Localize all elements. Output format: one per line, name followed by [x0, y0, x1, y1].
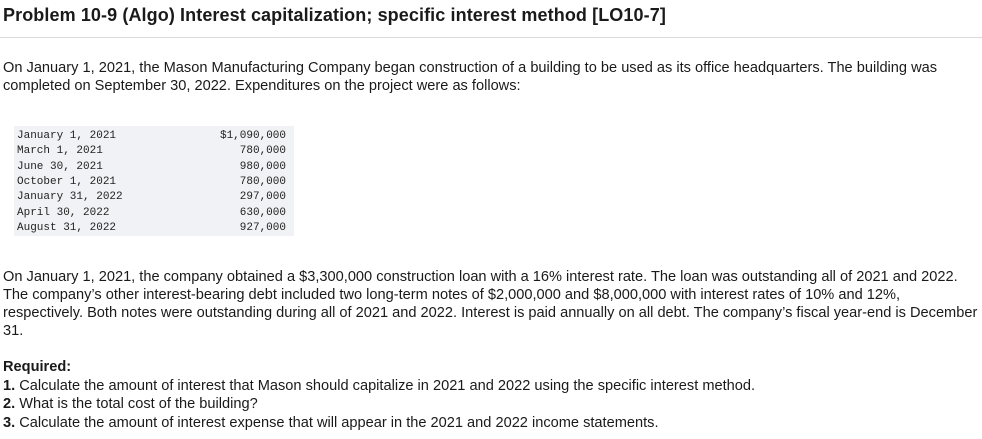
- table-row: June 30, 2021 980,000: [14, 160, 294, 175]
- required-item-text: Calculate the amount of interest that Ma…: [19, 377, 756, 394]
- expenditure-date: January 31, 2022: [17, 191, 123, 204]
- expenditure-amount: 927,000: [239, 221, 286, 234]
- title-divider: [0, 37, 982, 38]
- table-row: January 1, 2021 $1,090,000: [14, 126, 294, 144]
- expenditure-date: March 1, 2021: [17, 145, 103, 158]
- expenditure-date: April 30, 2022: [17, 206, 110, 219]
- intro-paragraph: On January 1, 2021, the Mason Manufactur…: [3, 60, 938, 94]
- problem-title: Problem 10-9 (Algo) Interest capitalizat…: [3, 5, 666, 25]
- expenditures-table: January 1, 2021 $1,090,000 March 1, 2021…: [14, 126, 294, 236]
- table-row: April 30, 2022 630,000: [14, 205, 294, 220]
- expenditure-date: January 1, 2021: [17, 130, 117, 143]
- required-heading: Required:: [3, 359, 72, 375]
- expenditure-date: October 1, 2021: [17, 175, 117, 188]
- required-item-number: 1.: [3, 377, 16, 394]
- expenditure-date: June 30, 2021: [17, 160, 103, 173]
- expenditure-amount: 630,000: [239, 206, 286, 219]
- table-row: March 1, 2021 780,000: [14, 144, 294, 159]
- table-row: January 31, 2022 297,000: [14, 190, 294, 205]
- required-item-text: Calculate the amount of interest expense…: [19, 414, 659, 431]
- required-section: Required: 1. Calculate the amount of int…: [3, 358, 978, 432]
- loan-paragraph: On January 1, 2021, the company obtained…: [3, 269, 978, 339]
- table-row: August 31, 2022 927,000: [14, 221, 294, 236]
- required-item: 3. Calculate the amount of interest expe…: [3, 414, 978, 433]
- required-item-number: 3.: [3, 414, 16, 431]
- expenditure-amount: 297,000: [239, 191, 286, 204]
- expenditure-amount: 780,000: [239, 145, 286, 158]
- required-item: 2. What is the total cost of the buildin…: [3, 395, 978, 414]
- required-item-number: 2.: [3, 396, 16, 412]
- required-item-text: What is the total cost of the building?: [19, 396, 258, 412]
- expenditure-amount: $1,090,000: [219, 130, 286, 143]
- expenditure-amount: 780,000: [239, 175, 286, 188]
- table-row: October 1, 2021 780,000: [14, 175, 294, 190]
- required-item: 1. Calculate the amount of interest that…: [3, 377, 978, 396]
- expenditure-date: August 31, 2022: [17, 221, 117, 234]
- expenditure-amount: 980,000: [239, 160, 286, 173]
